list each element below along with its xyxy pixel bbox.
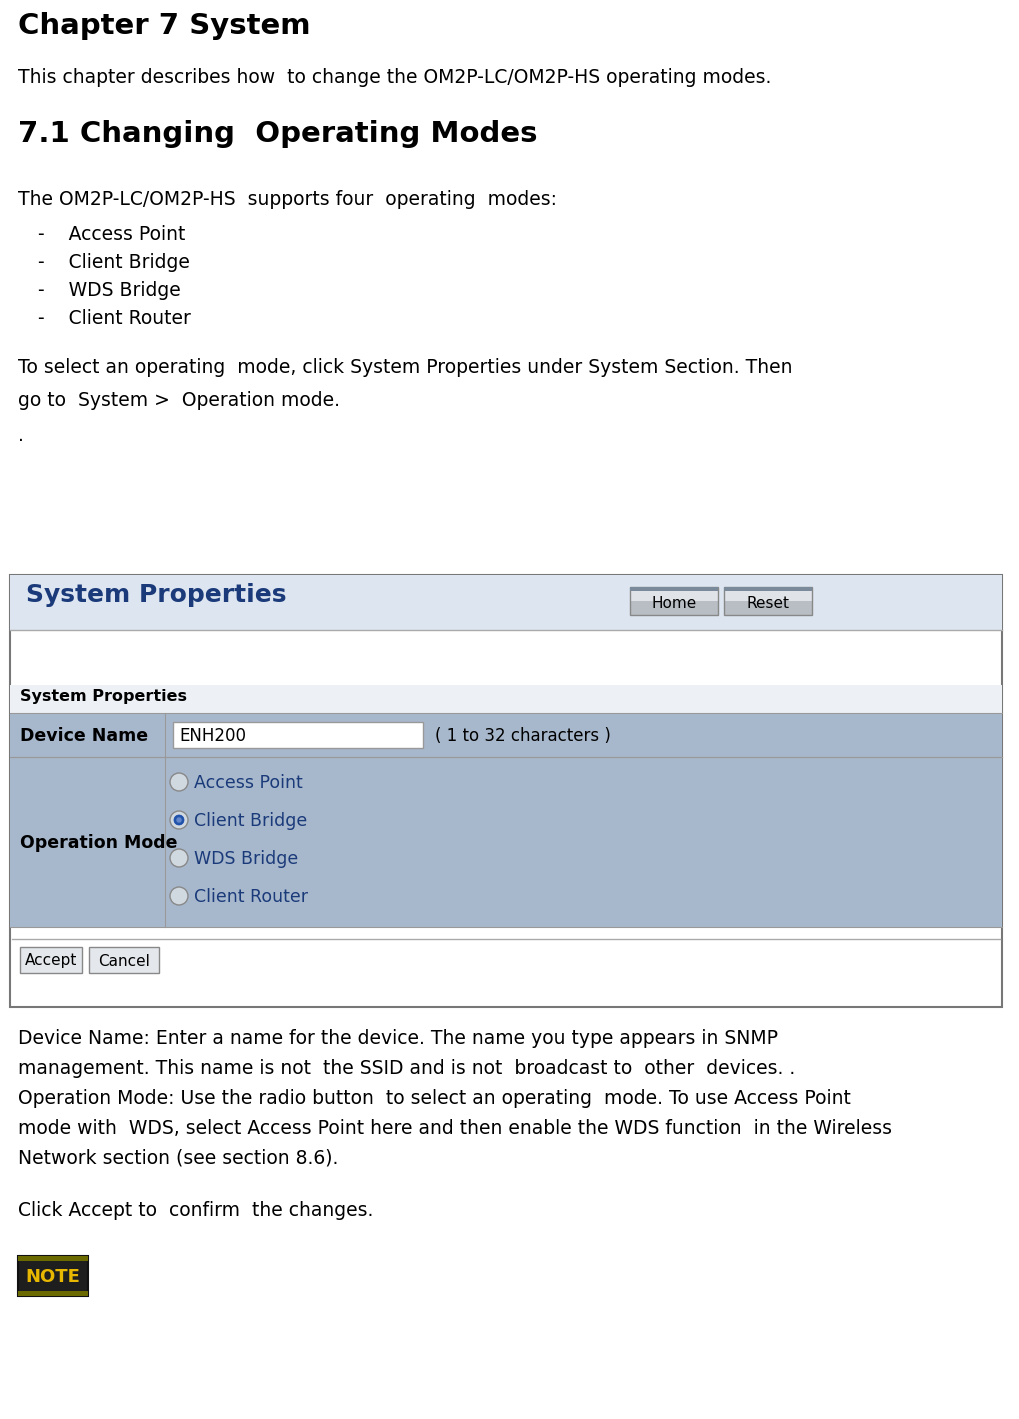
Text: Accept: Accept (24, 954, 77, 969)
Text: Operation Mode: Operation Mode (20, 834, 177, 851)
Text: management. This name is not  the SSID and is not  broadcast to  other  devices.: management. This name is not the SSID an… (18, 1059, 795, 1078)
Bar (630, 587, 718, 614)
Text: This chapter describes how  to change the OM2P-LC/OM2P-HS operating modes.: This chapter describes how to change the… (18, 68, 771, 87)
Bar (10, 575, 1002, 1007)
Bar (10, 575, 1002, 630)
Text: -    WDS Bridge: - WDS Bridge (38, 281, 180, 299)
Bar (10, 756, 1002, 927)
Text: To select an operating  mode, click System Properties under System Section. Then: To select an operating mode, click Syste… (18, 358, 793, 377)
Bar (10, 712, 1002, 756)
Text: Operation Mode: Use the radio button  to select an operating  mode. To use Acces: Operation Mode: Use the radio button to … (18, 1088, 851, 1108)
Text: Network section (see section 8.6).: Network section (see section 8.6). (18, 1149, 338, 1168)
Bar (10, 685, 1002, 712)
Circle shape (170, 812, 187, 829)
Bar (89, 946, 159, 973)
Bar (630, 587, 718, 602)
Circle shape (170, 887, 187, 905)
Text: Access Point: Access Point (194, 773, 303, 792)
Text: -    Client Bridge: - Client Bridge (38, 253, 190, 272)
Text: Device Name: Device Name (20, 727, 148, 745)
Text: -    Client Router: - Client Router (38, 309, 191, 328)
Text: System Properties: System Properties (26, 583, 286, 607)
Circle shape (170, 849, 187, 867)
Text: NOTE: NOTE (25, 1269, 81, 1286)
Bar (18, 1291, 88, 1296)
Text: Home: Home (651, 596, 697, 610)
Text: go to  System >  Operation mode.: go to System > Operation mode. (18, 392, 340, 410)
Text: .: . (18, 426, 23, 446)
Text: ( 1 to 32 characters ): ( 1 to 32 characters ) (435, 727, 610, 745)
Circle shape (170, 773, 187, 790)
Text: System Properties: System Properties (20, 690, 187, 704)
Bar (630, 587, 718, 590)
Bar (18, 1256, 88, 1261)
Bar (725, 587, 812, 614)
Bar (18, 1256, 88, 1296)
Text: Chapter 7 System: Chapter 7 System (18, 11, 311, 40)
Text: 7.1 Changing  Operating Modes: 7.1 Changing Operating Modes (18, 121, 537, 148)
Circle shape (174, 815, 184, 824)
Circle shape (177, 817, 181, 822)
Text: The OM2P-LC/OM2P-HS  supports four  operating  modes:: The OM2P-LC/OM2P-HS supports four operat… (18, 190, 557, 209)
Text: mode with  WDS, select Access Point here and then enable the WDS function  in th: mode with WDS, select Access Point here … (18, 1120, 892, 1138)
Text: Client Router: Client Router (194, 888, 308, 905)
Bar (725, 587, 812, 602)
Bar (630, 602, 718, 614)
Text: ENH200: ENH200 (179, 727, 246, 745)
Text: Reset: Reset (747, 596, 790, 610)
Text: Click Accept to  confirm  the changes.: Click Accept to confirm the changes. (18, 1200, 373, 1220)
Bar (725, 602, 812, 614)
Text: Client Bridge: Client Bridge (194, 812, 308, 830)
Text: -    Access Point: - Access Point (38, 226, 185, 244)
Text: Device Name: Enter a name for the device. The name you type appears in SNMP: Device Name: Enter a name for the device… (18, 1029, 777, 1049)
Bar (725, 587, 812, 590)
Bar (173, 722, 423, 748)
Text: WDS Bridge: WDS Bridge (194, 850, 299, 868)
Bar (20, 946, 82, 973)
Text: Cancel: Cancel (98, 954, 150, 969)
